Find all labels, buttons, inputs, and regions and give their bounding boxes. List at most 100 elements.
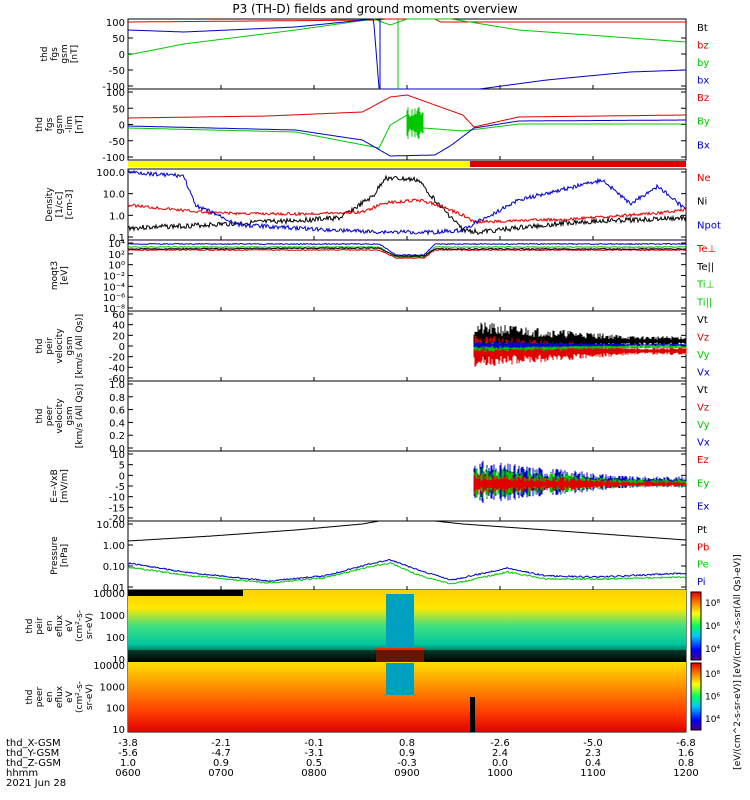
legend-entry: Ti||: [696, 297, 712, 308]
y-tick-label: -50: [109, 66, 125, 77]
series-temp-green: [127, 245, 687, 259]
y-tick-label: 10⁻⁶: [103, 293, 125, 304]
legend-entry: Te⊥: [696, 244, 716, 255]
y-tick-label: 100: [106, 88, 125, 99]
y-axis-label: [km/s (All Qs)]: [75, 384, 85, 448]
x-tick-label: 0.9: [399, 748, 415, 759]
legend-entry: By: [697, 117, 710, 128]
legend-entry: Ti⊥: [696, 280, 714, 291]
y-axis-label: thd: [40, 47, 50, 62]
series-Npot: [127, 169, 687, 236]
y-axis-label: sr-eV): [85, 684, 95, 710]
y-axis-label: thd: [25, 690, 35, 705]
legend-entry: Vt: [697, 385, 708, 396]
legend-entry: Vz: [697, 333, 709, 344]
y-axis-label: eflux: [55, 685, 65, 708]
legend-entry: Bz: [697, 93, 709, 104]
y-tick-label: 0.6: [109, 406, 125, 417]
y-axis-label: -lim: [65, 116, 75, 133]
series-Pi: [127, 558, 687, 582]
y-tick-label: 10⁰: [108, 261, 125, 272]
y-axis-label: [1/cc]: [55, 192, 65, 218]
y-axis-label: [cm-3]: [65, 190, 75, 220]
y-tick-label: 100: [106, 704, 125, 715]
y-axis-label: eV: [65, 619, 75, 632]
x-tick-label: -0.1: [304, 738, 324, 749]
y-tick-label: 1.00: [103, 541, 125, 552]
legend-entry: Ni: [697, 197, 707, 208]
y-tick-label: 0: [119, 50, 125, 61]
y-tick-label: -15: [109, 503, 125, 514]
panel-frame-fgs: [127, 18, 687, 90]
y-axis-label: fgs: [50, 47, 60, 61]
x-tick-label: 0.4: [585, 758, 601, 769]
y-tick-label: 10000: [93, 589, 125, 600]
y-tick-label: 10²: [108, 250, 125, 261]
legend-entry: Ez: [697, 455, 709, 466]
colorbar-tick-label: 10⁶: [705, 622, 720, 632]
y-tick-label: 0.2: [109, 431, 125, 442]
y-tick-label: 10000: [93, 661, 125, 672]
x-tick-label: 1000: [487, 768, 512, 779]
legend-entry: Pb: [697, 542, 709, 553]
y-axis-label: Pressure: [50, 536, 60, 575]
y-tick-label: -5: [115, 482, 125, 493]
series-Bx: [128, 119, 686, 157]
y-axis-label: E=-VxB: [50, 469, 60, 503]
y-axis-label: peer: [45, 405, 55, 426]
region-bar-yellow: [128, 161, 470, 167]
x-tick-label: -2.1: [211, 738, 231, 749]
x-tick-label: 0800: [301, 768, 326, 779]
legend-entry: Vx: [697, 368, 710, 379]
series-Vx: [473, 341, 687, 349]
x-tick-label: 0600: [115, 768, 140, 779]
legend-entry: bx: [697, 76, 709, 87]
y-tick-label: 0: [119, 471, 125, 482]
y-axis-label: [nT]: [75, 115, 85, 133]
x-tick-label: 0900: [394, 768, 419, 779]
colorbar-label: [eV/(cm^2-s-sr-eV)] [eV/(cm^2-s-sr(All Q…: [733, 554, 743, 770]
series-Ne: [127, 198, 687, 225]
y-axis-label: velocity: [55, 398, 65, 434]
y-tick-label: 1000: [100, 611, 125, 622]
series-Ez: [473, 473, 687, 495]
y-tick-label: 50: [112, 34, 125, 45]
x-tick-label: 1.6: [678, 748, 694, 759]
y-axis-label: eV: [65, 690, 75, 703]
x-tick-label: -6.8: [676, 738, 696, 749]
y-axis-label: peer: [35, 686, 45, 707]
y-tick-label: 10: [112, 655, 125, 666]
x-tick-label: -3.8: [118, 738, 138, 749]
spectrogram-ion-cold: [386, 594, 414, 650]
series-Vz: [473, 335, 687, 367]
y-axis-label: gsm: [55, 115, 65, 134]
y-axis-label: peir: [45, 337, 55, 355]
y-tick-label: 0.1: [109, 233, 125, 244]
y-axis-label: sr-eV): [85, 613, 95, 639]
series-Bz: [128, 94, 686, 128]
y-axis-label: gsm: [60, 44, 70, 63]
x-tick-label: -5.0: [583, 738, 603, 749]
y-axis-label: (cm²-s-: [75, 610, 85, 642]
y-axis-label: gsm: [65, 336, 75, 355]
y-tick-label: 100: [106, 18, 125, 29]
spectrogram-electron-cold: [386, 663, 414, 695]
y-tick-label: -50: [109, 137, 125, 148]
legend-entry: Te||: [696, 262, 714, 273]
y-axis-label: (cm²-s-: [75, 681, 85, 713]
y-tick-label: 0: [119, 342, 125, 353]
y-tick-label: 10⁻⁸: [103, 304, 125, 315]
y-tick-label: 10: [112, 725, 125, 736]
series-temp-black: [127, 246, 687, 257]
y-tick-label: 100.0: [96, 168, 125, 179]
series-Pt: [127, 520, 687, 542]
series-Pe: [127, 562, 687, 585]
y-axis-label: en: [45, 620, 55, 631]
colorbar-tick-label: 10⁴: [705, 645, 720, 655]
y-axis-label: [km/s (All Qs)]: [75, 314, 85, 378]
x-tick-label: 0.5: [306, 758, 322, 769]
y-tick-label: 50: [112, 104, 125, 115]
legend-entry: Vx: [697, 438, 710, 449]
region-bar-red: [470, 161, 686, 167]
